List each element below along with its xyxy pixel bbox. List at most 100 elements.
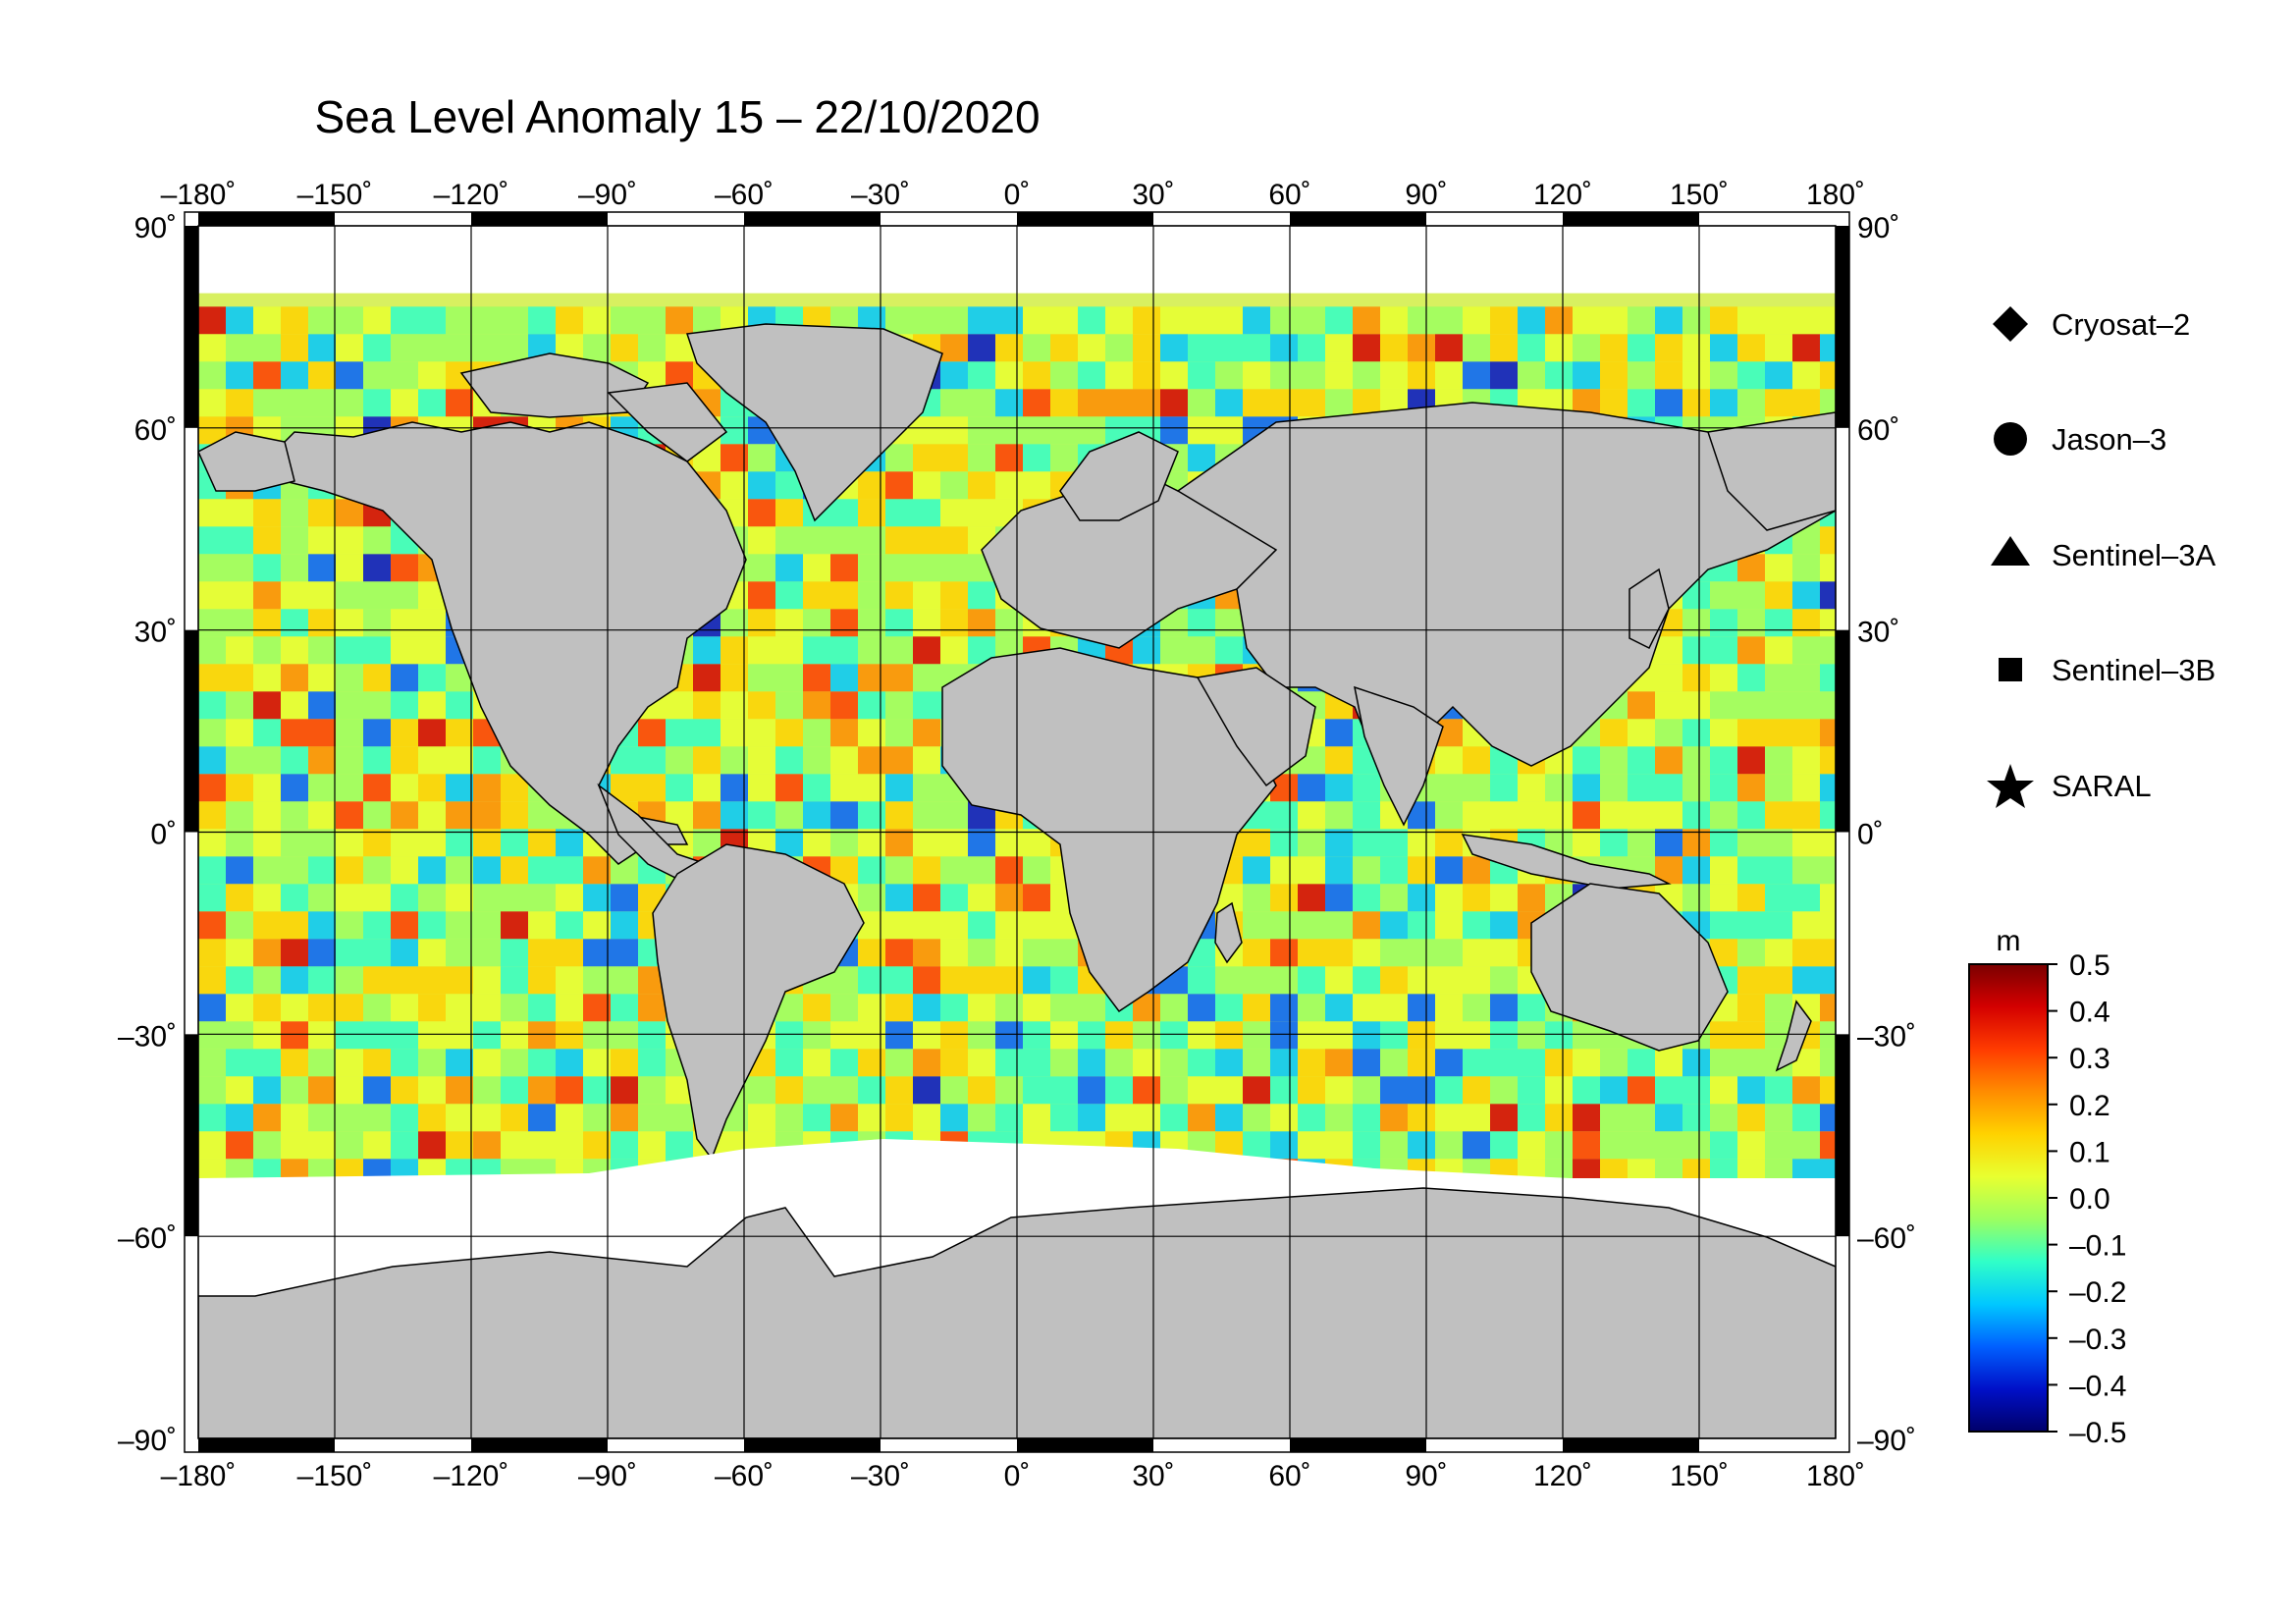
anomaly-cell [1765,554,1792,582]
anomaly-cell [1298,1021,1325,1050]
anomaly-cell [1353,1049,1380,1077]
anomaly-cell [995,389,1023,417]
anomaly-cell [748,444,775,472]
anomaly-cell [1243,911,1270,940]
anomaly-cell [1408,361,1435,390]
anomaly-cell [363,581,391,610]
anomaly-cell [1820,939,1836,967]
anomaly-cell [940,416,968,445]
anomaly-cell [363,609,391,637]
anomaly-cell [1628,774,1655,802]
anomaly-cell [940,966,968,995]
anomaly-cell [501,829,528,857]
anomaly-cell [418,609,446,637]
anomaly-cell [1682,719,1710,747]
anomaly-cell [638,1104,666,1132]
anomaly-cell [418,966,446,995]
anomaly-cell [336,1076,363,1105]
anomaly-cell [1545,1131,1573,1160]
anomaly-cell [1710,636,1737,665]
anomaly-cell [913,526,940,555]
anomaly-cell [1600,774,1628,802]
anomaly-cell [391,554,418,582]
anomaly-cell [226,334,253,362]
anomaly-cell [226,691,253,720]
anomaly-cell [1820,526,1836,555]
anomaly-cell [748,1076,775,1105]
anomaly-cell [885,884,913,912]
anomaly-cell [611,1021,638,1050]
anomaly-cell [1792,609,1820,637]
anomaly-cell [1792,306,1820,335]
anomaly-cell [666,306,693,335]
anomaly-cell [1243,856,1270,885]
anomaly-cell [1573,334,1600,362]
anomaly-cell [583,884,611,912]
anomaly-cell [253,884,281,912]
anomaly-cell [363,1104,391,1132]
anomaly-cell [1820,636,1836,665]
anomaly-cell [198,719,226,747]
anomaly-cell [281,746,308,775]
anomaly-cell [1243,884,1270,912]
anomaly-cell [1573,801,1600,830]
anomaly-cell [418,939,446,967]
anomaly-cell [721,471,748,500]
anomaly-cell [198,801,226,830]
anomaly-cell [1490,994,1518,1022]
anomaly-cell [308,911,336,940]
anomaly-cell [226,774,253,802]
anomaly-cell [1270,389,1298,417]
anomaly-cell [748,581,775,610]
lat-tick-label-left: 90˚ [134,212,177,244]
anomaly-cell [913,1104,940,1132]
colorbar-tick-label: –0.1 [2069,1230,2126,1263]
anomaly-cell [1765,746,1792,775]
anomaly-cell [1435,966,1463,995]
anomaly-cell [638,719,666,747]
anomaly-cell [1518,1049,1545,1077]
anomaly-cell [391,719,418,747]
anomaly-cell [556,939,583,967]
anomaly-cell [968,856,995,885]
anomaly-cell [253,554,281,582]
anomaly-cell [391,1131,418,1160]
anomaly-cell [1682,829,1710,857]
anomaly-cell [1408,334,1435,362]
anomaly-cell [1710,1021,1737,1050]
anomaly-cell [363,1131,391,1160]
anomaly-cell [281,691,308,720]
lon-tick-label-top: –90˚ [578,179,637,211]
anomaly-cell [1270,1076,1298,1105]
lat-tick-label-left: –60˚ [118,1222,177,1255]
anomaly-cell [1573,306,1600,335]
anomaly-cell [775,746,803,775]
anomaly-cell [995,471,1023,500]
anomaly-cell [940,636,968,665]
anomaly-cell [336,664,363,692]
anomaly-cell [748,636,775,665]
anomaly-cell [336,856,363,885]
anomaly-cell [473,856,501,885]
anomaly-cell [775,801,803,830]
anomaly-cell [1820,306,1836,335]
mission-label: Cryosat–2 [2052,307,2190,342]
anomaly-cell [940,829,968,857]
anomaly-cell [1792,1131,1820,1160]
anomaly-cell [1215,361,1243,390]
anomaly-cell [1243,829,1270,857]
anomaly-cell [1792,389,1820,417]
anomaly-cell [1737,306,1765,335]
anomaly-cell [1435,1049,1463,1077]
anomaly-cell [1435,1104,1463,1132]
anomaly-cell [1408,939,1435,967]
anomaly-cell [638,334,666,362]
anomaly-cell [1655,719,1682,747]
anomaly-cell [1682,691,1710,720]
anomaly-cell [1353,856,1380,885]
anomaly-cell [803,526,830,555]
anomaly-cell [1380,939,1408,967]
anomaly-cell [913,691,940,720]
anomaly-cell [666,691,693,720]
